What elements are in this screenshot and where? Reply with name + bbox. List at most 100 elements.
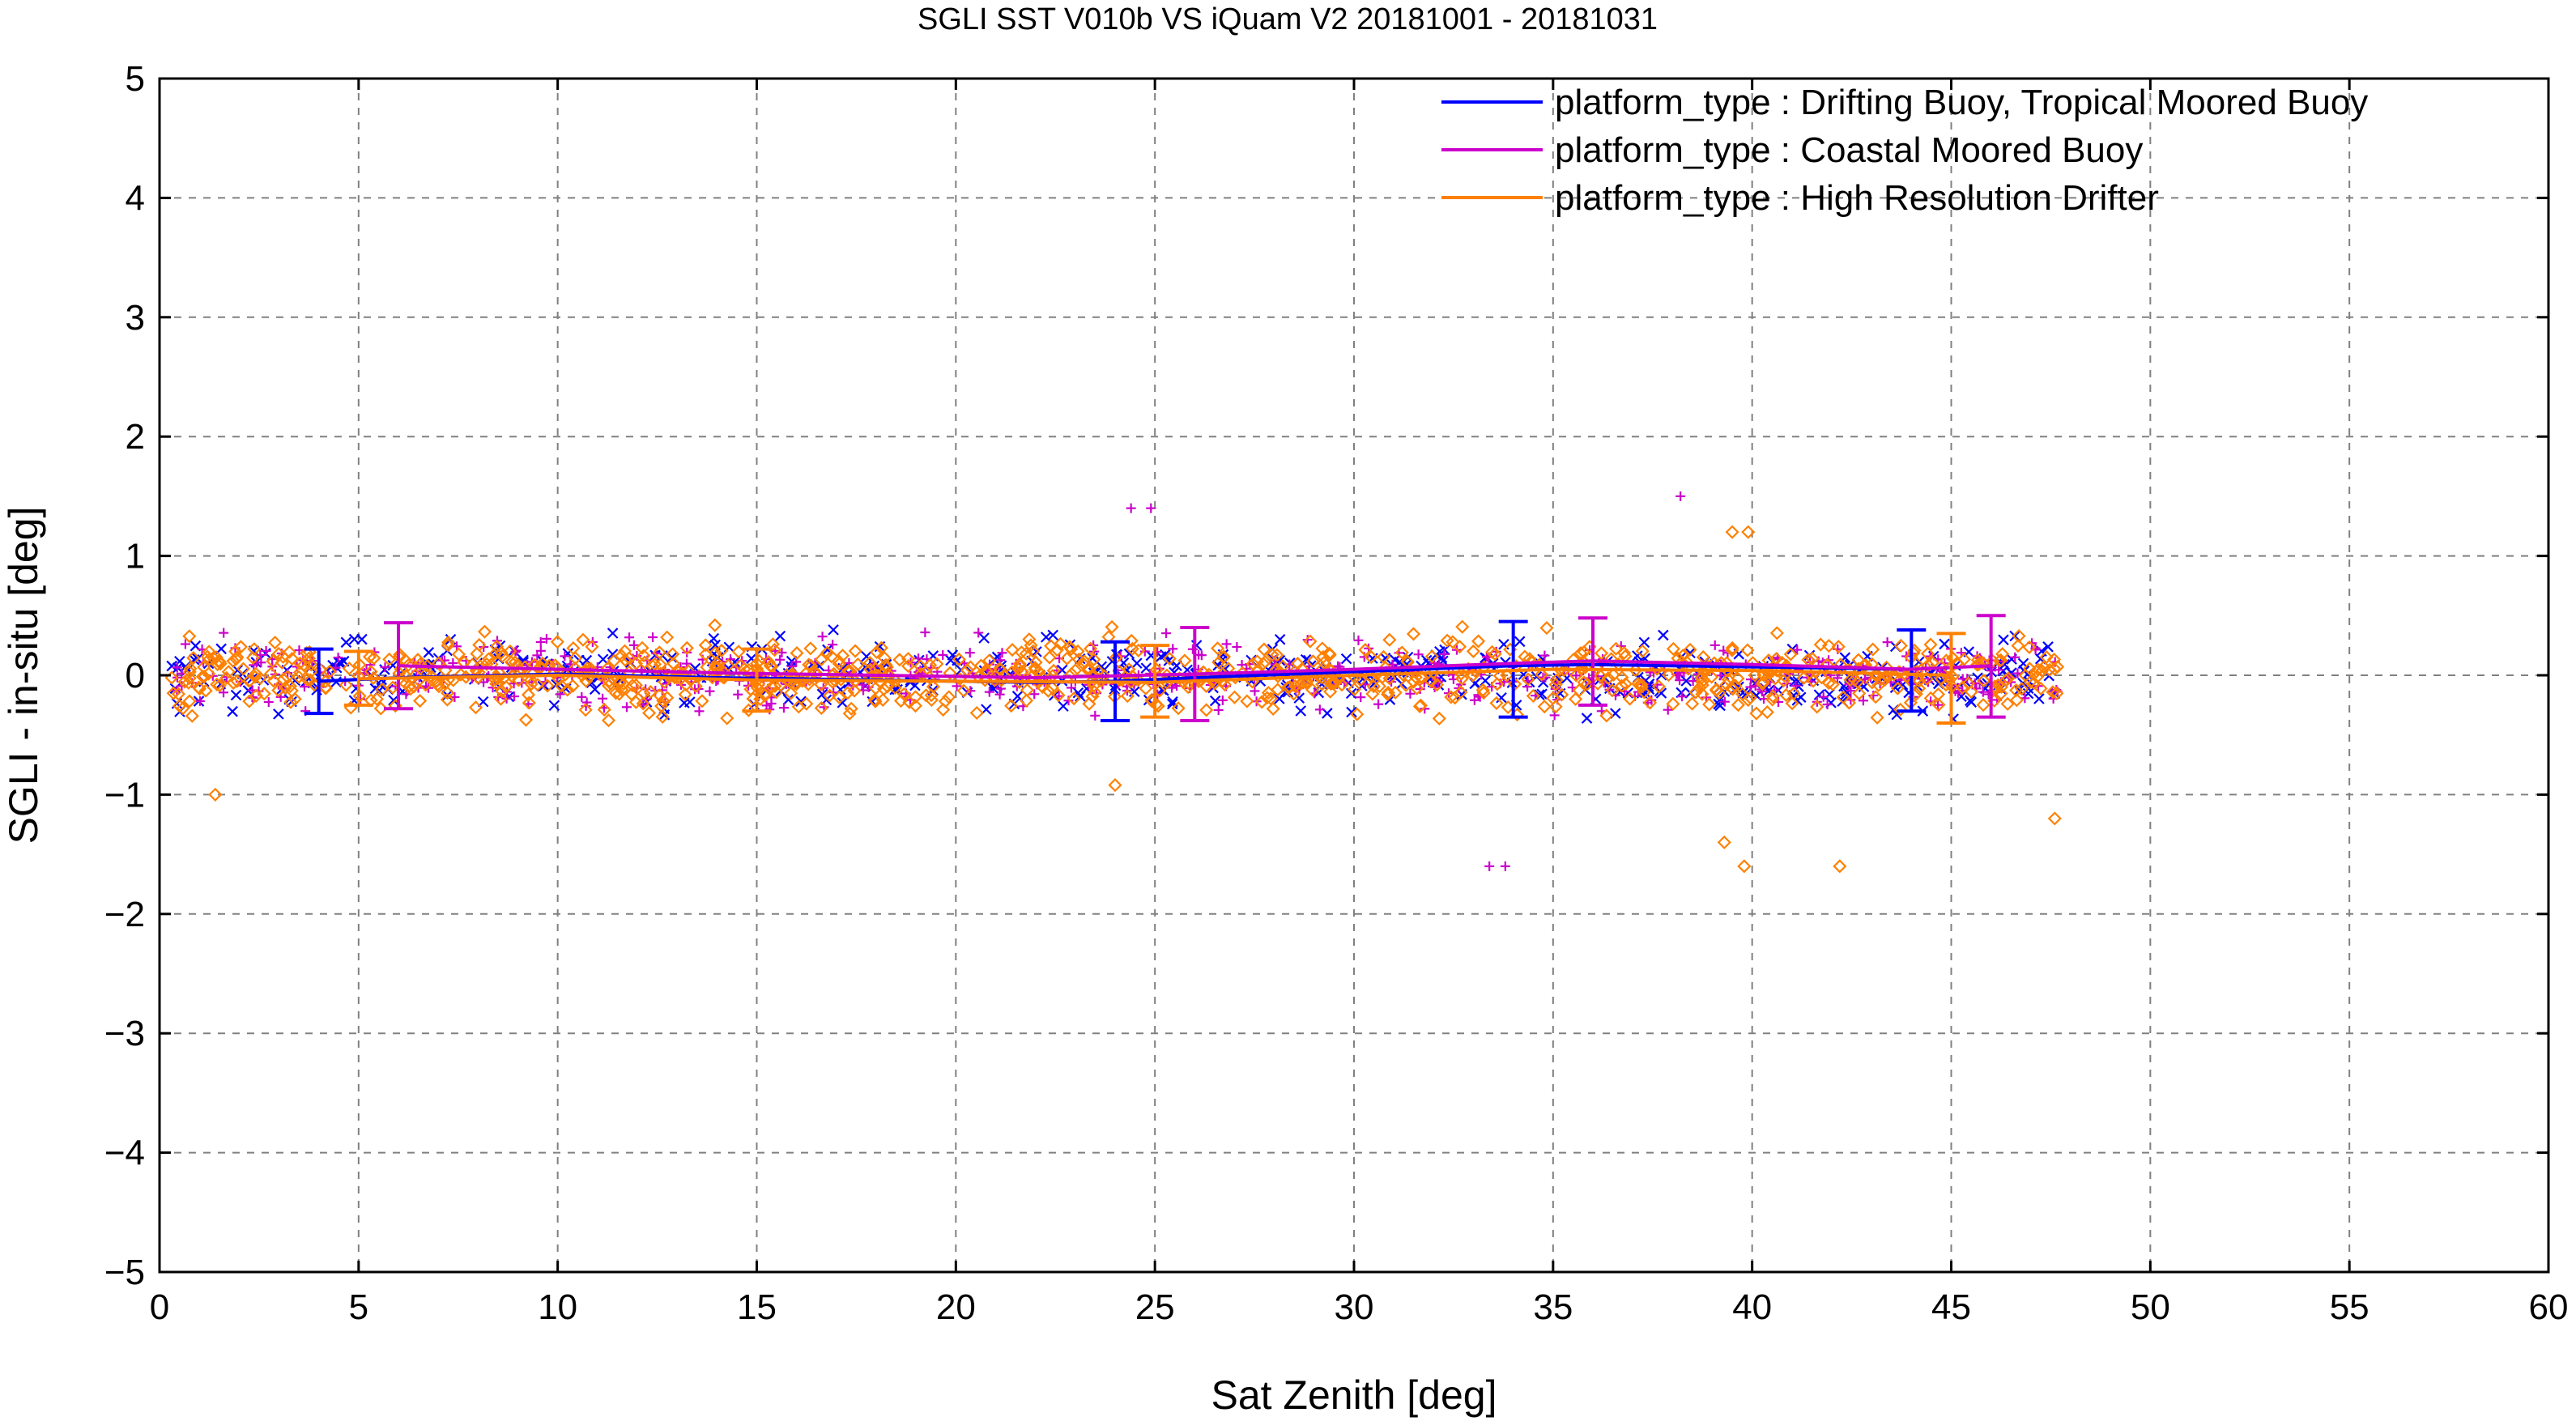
diamond-marker [2039, 650, 2054, 665]
plus-marker [1675, 491, 1686, 501]
y-tick-label: 0 [126, 656, 145, 696]
diamond-marker [494, 645, 509, 660]
diamond-marker [695, 694, 709, 708]
plus-marker [1484, 861, 1495, 871]
legend-label-0: platform_type : Drifting Buoy, Tropical … [1555, 83, 2368, 122]
diamond-marker [824, 649, 839, 664]
diamond-marker [616, 677, 631, 691]
diamond-marker [488, 646, 503, 661]
diamond-marker [1444, 690, 1458, 704]
diamond-marker [841, 686, 855, 700]
x-tick-label: 50 [2131, 1287, 2170, 1327]
diamond-marker [236, 662, 250, 676]
diamond-marker [473, 659, 488, 674]
plus-marker [541, 633, 551, 644]
plus-marker [535, 636, 546, 647]
diamond-marker [1749, 706, 1764, 721]
diamond-marker [1382, 632, 1397, 647]
plus-marker [1745, 682, 1756, 692]
diamond-marker [1296, 675, 1310, 690]
diamond-marker [495, 684, 509, 699]
diamond-marker [1199, 703, 1214, 717]
x-marker [607, 628, 619, 639]
x-marker [861, 650, 872, 662]
diamond-marker [313, 662, 328, 677]
plus-marker [648, 632, 658, 643]
x-tick-label: 15 [737, 1287, 777, 1327]
diamond-marker [1870, 710, 1884, 725]
diamond-marker [1115, 673, 1130, 687]
diamond-marker [1059, 651, 1075, 666]
x-marker [1795, 691, 1807, 703]
diamond-marker [721, 658, 735, 673]
diamond-marker [1769, 626, 1784, 640]
diamond-marker [1539, 620, 1554, 636]
diamond-marker [1041, 683, 1056, 698]
diamond-marker [1381, 687, 1395, 702]
diamond-marker [257, 687, 271, 701]
diamond-marker [1475, 683, 1490, 697]
diamond-marker [896, 687, 911, 701]
diamond-marker [186, 651, 201, 666]
plus-marker [333, 653, 343, 663]
diamond-marker [565, 679, 580, 693]
y-tick-label: 4 [126, 178, 145, 218]
diamond-marker [283, 695, 298, 709]
diamond-marker [2050, 686, 2064, 700]
diamond-marker [287, 691, 302, 706]
legend: platform_type : Drifting Buoy, Tropical … [1441, 83, 2368, 218]
diamond-marker [1288, 679, 1302, 694]
diamond-marker [253, 671, 268, 686]
diamond-marker [266, 674, 281, 688]
diamond-marker [1893, 702, 1908, 717]
diamond-marker [1256, 657, 1271, 671]
error-bar [742, 647, 772, 713]
x-marker [548, 700, 560, 712]
diamond-marker [802, 657, 816, 672]
plus-marker [1213, 705, 1224, 716]
diamond-marker [1552, 662, 1568, 677]
diamond-marker [195, 670, 210, 684]
diamond-marker [1874, 672, 1888, 687]
diamond-marker [678, 687, 692, 702]
diamond-marker [1555, 687, 1569, 702]
plus-marker [1663, 704, 1673, 715]
diamond-marker [282, 645, 296, 659]
plus-marker [705, 686, 715, 696]
diamond-marker [1796, 670, 1811, 686]
diamond-marker [1087, 652, 1101, 667]
plus-marker [1302, 635, 1313, 645]
diamond-marker [637, 649, 651, 663]
diamond-marker [1011, 662, 1026, 677]
plus-marker [733, 689, 743, 700]
plus-marker [1792, 645, 1803, 655]
diamond-marker [1820, 657, 1834, 672]
diamond-marker [185, 708, 199, 723]
diamond-marker [1131, 643, 1146, 657]
diamond-marker [382, 652, 397, 666]
diamond-marker [1726, 682, 1740, 696]
diamond-marker [765, 637, 780, 652]
x-marker [1072, 687, 1084, 699]
diamond-marker [566, 640, 581, 656]
diamond-marker [2012, 628, 2026, 644]
diamond-marker [2037, 660, 2051, 674]
diamond-marker [1440, 633, 1454, 648]
diamond-marker [1850, 674, 1865, 689]
diamond-marker [1977, 674, 1991, 688]
diamond-marker [1245, 657, 1260, 671]
diamond-marker [2030, 670, 2045, 684]
diamond-marker [292, 670, 306, 684]
y-tick-label: −5 [104, 1253, 145, 1292]
diamond-marker [268, 636, 283, 650]
diamond-marker [211, 657, 225, 672]
plus-marker [1719, 696, 1730, 707]
diamond-marker [1094, 674, 1109, 688]
diamond-marker [210, 677, 224, 691]
diamond-marker [1414, 671, 1429, 686]
diamond-marker [1280, 680, 1295, 695]
diamond-marker [1923, 691, 1938, 705]
diamond-marker [936, 702, 951, 717]
x-marker [1345, 687, 1357, 700]
diamond-marker [868, 694, 883, 708]
